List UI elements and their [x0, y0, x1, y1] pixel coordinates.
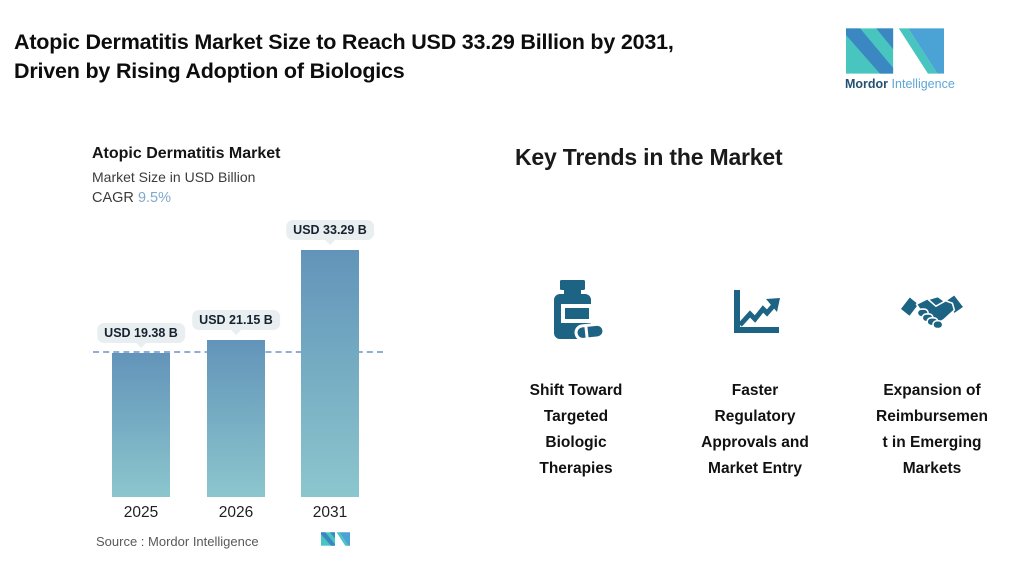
brand-name: Mordor Intelligence	[845, 77, 955, 91]
handshake-icon	[852, 276, 1012, 348]
trend-label: Shift Toward Targeted Biologic Therapies	[529, 382, 623, 477]
chart-title: Atopic Dermatitis Market	[92, 145, 281, 162]
brand-name-bold: Mordor	[845, 77, 889, 91]
trend-label: Expansion of Reimbursemen t in Emerging …	[876, 382, 988, 477]
x-axis-label: 2031	[312, 504, 348, 521]
x-axis-label: 2026	[218, 504, 254, 521]
chart-subtitle: Market Size in USD Billion	[92, 169, 256, 185]
trend-item-regulatory-approvals: Faster Regulatory Approvals and Market E…	[675, 276, 835, 482]
cagr-label: CAGR	[92, 190, 134, 206]
page-title: Atopic Dermatitis Market Size to Reach U…	[14, 30, 674, 83]
chart-cagr: CAGR 9.5%	[92, 190, 171, 206]
mordor-logo-icon	[846, 28, 944, 74]
bar-2026	[207, 340, 265, 497]
bar-2031	[301, 250, 359, 497]
line-chart-up-icon	[675, 276, 835, 348]
bar-2025	[112, 353, 170, 497]
trend-item-reimbursement-expansion: Expansion of Reimbursemen t in Emerging …	[852, 276, 1012, 482]
trends-heading: Key Trends in the Market	[515, 144, 783, 170]
chart-source: Source : Mordor Intelligence	[96, 534, 259, 549]
trend-item-biologic-therapies: Shift Toward Targeted Biologic Therapies	[496, 276, 656, 482]
pill-bottle-icon	[496, 276, 656, 348]
brand-name-light: Intelligence	[891, 77, 955, 91]
cagr-value: 9.5%	[137, 190, 171, 206]
bar-chart: USD 19.38 B 2025 USD 21.15 B 2026 USD 33.29 …	[85, 210, 417, 521]
brand-logo: Mordor Intelligence	[845, 28, 955, 91]
bar-value-label: USD 19.38 B	[97, 323, 185, 348]
mordor-logo-small-icon	[321, 532, 350, 546]
trend-label: Faster Regulatory Approvals and Market E…	[701, 382, 809, 477]
bar-value-label: USD 21.15 B	[192, 310, 280, 335]
x-axis-label: 2025	[123, 504, 159, 521]
bar-value-label: USD 33.29 B	[286, 220, 374, 245]
